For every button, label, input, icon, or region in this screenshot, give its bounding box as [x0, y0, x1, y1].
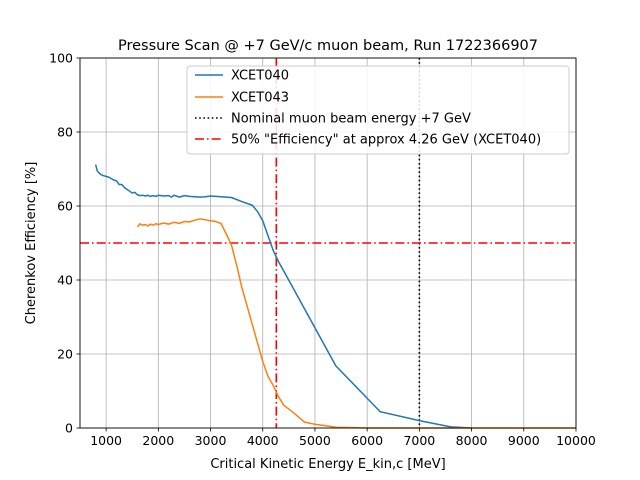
- x-tick-label: 9000: [508, 433, 540, 448]
- x-axis-ticks: 1000 2000 3000 4000 5000 6000 7000 8000 9000 1000…: [90, 428, 596, 448]
- legend-label-xcet040: XCET040: [231, 69, 289, 84]
- plot-area-frame: [79, 57, 577, 429]
- x-tick-label: 3000: [195, 433, 227, 448]
- x-tick-label: 4000: [247, 433, 279, 448]
- legend-label-50-percent: 50% "Efficiency" at approx 4.26 GeV (XCE…: [231, 133, 541, 148]
- x-axis-label: Critical Kinetic Energy E_kin,c [MeV]: [210, 457, 445, 472]
- x-tick-label: 2000: [142, 433, 174, 448]
- legend-label-nominal-energy: Nominal muon beam energy +7 GeV: [231, 112, 471, 127]
- series-line-xcet043: [136, 218, 576, 429]
- x-tick-label: 7000: [403, 433, 435, 448]
- y-tick-label: 100: [49, 51, 73, 66]
- x-tick-label: 5000: [299, 433, 331, 448]
- y-tick-label: 20: [57, 347, 73, 362]
- series: [94, 164, 576, 429]
- x-tick-label: 6000: [351, 433, 383, 448]
- y-axis-ticks: 0 20 40 60 80 100: [49, 51, 80, 436]
- y-axis-label: Cherenkov Efficiency [%]: [24, 162, 39, 325]
- y-tick-label: 60: [57, 199, 73, 214]
- series-line-xcet040: [94, 164, 472, 429]
- legend: XCET040 XCET043 Nominal muon beam energy…: [186, 65, 570, 155]
- y-tick-label: 40: [57, 273, 73, 288]
- legend-label-xcet043: XCET043: [231, 91, 289, 106]
- y-tick-label: 80: [57, 125, 73, 140]
- y-tick-label: 0: [65, 421, 73, 436]
- chart-title: Pressure Scan @ +7 GeV/c muon beam, Run …: [118, 38, 538, 54]
- reference-lines: [80, 58, 576, 428]
- x-tick-label: 10000: [556, 433, 596, 448]
- x-tick-label: 1000: [90, 433, 122, 448]
- legend-box: [186, 65, 570, 155]
- x-tick-label: 8000: [456, 433, 488, 448]
